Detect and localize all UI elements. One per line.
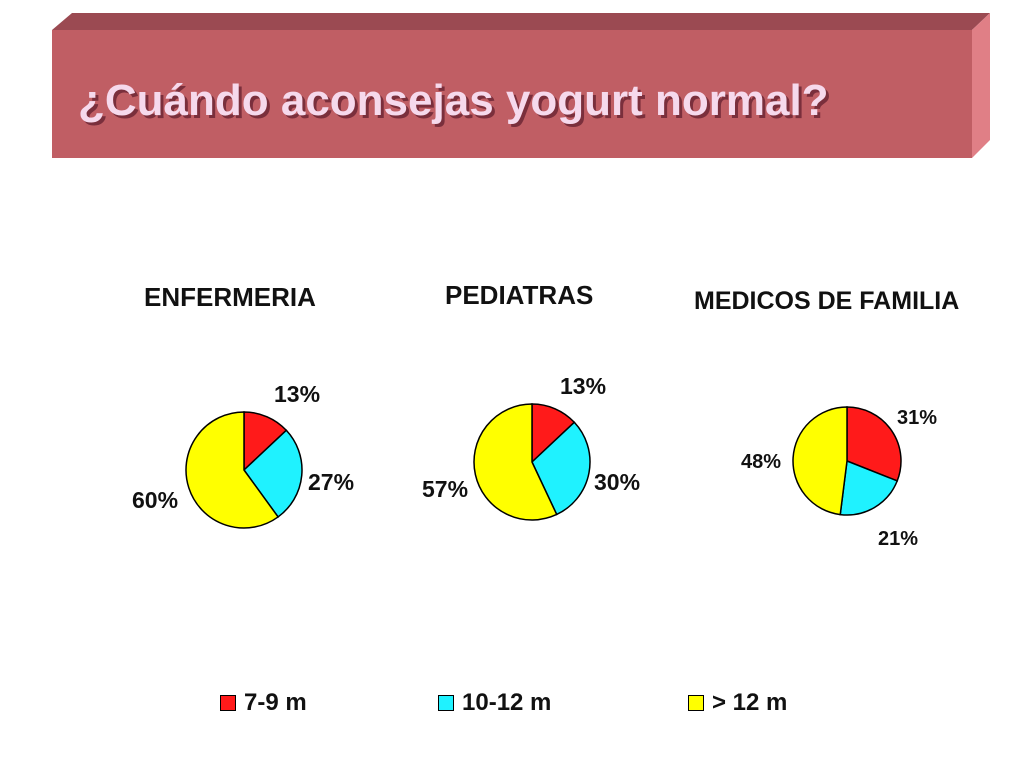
legend-label-gt-12: > 12 m — [712, 689, 788, 716]
chart-title-medicos: MEDICOS DE FAMILIA — [694, 287, 960, 315]
chart-title-enfermeria: ENFERMERIA — [144, 282, 316, 312]
legend-item-7-9: 7-9 m — [220, 688, 307, 718]
title-banner — [52, 13, 990, 158]
legend-label-10-12: 10-12 m — [462, 689, 552, 716]
pie-slice-medicos-1 — [839, 459, 899, 516]
title-banner-front — [52, 30, 972, 158]
pie-slice-pediatras-2 — [473, 403, 558, 521]
pie-slice-enfermeria-2 — [185, 411, 280, 529]
pie-slice-medicos-0 — [846, 406, 902, 482]
pie-label-pediatras-2: 57% — [422, 476, 468, 502]
pie-label-enfermeria-2: 60% — [132, 487, 178, 513]
pie-label-pediatras-1: 30% — [594, 469, 640, 495]
pie-label-enfermeria-0: 13% — [274, 381, 320, 407]
legend-item-10-12: 10-12 m — [438, 688, 551, 718]
legend-swatch-7-9 — [220, 695, 236, 711]
legend-swatch-10-12 — [438, 695, 454, 711]
pie-label-medicos-1: 21% — [878, 528, 918, 550]
legend-label-7-9: 7-9 m — [244, 689, 307, 716]
pie-label-medicos-0: 31% — [897, 407, 937, 429]
legend-swatch-gt-12 — [688, 695, 704, 711]
legend-item-gt-12: > 12 m — [688, 688, 787, 718]
title-banner-side — [972, 13, 990, 158]
title-banner-top — [52, 13, 990, 30]
pie-label-enfermeria-1: 27% — [308, 469, 354, 495]
pie-slice-enfermeria-1 — [243, 429, 303, 518]
pie-label-medicos-2: 48% — [741, 451, 781, 473]
pie-slice-medicos-2 — [792, 406, 848, 516]
chart-title-pediatras: PEDIATRAS — [445, 280, 594, 310]
slide-title: ¿Cuándo aconsejas yogurt normal? — [78, 76, 829, 125]
pie-label-pediatras-0: 13% — [560, 373, 606, 399]
